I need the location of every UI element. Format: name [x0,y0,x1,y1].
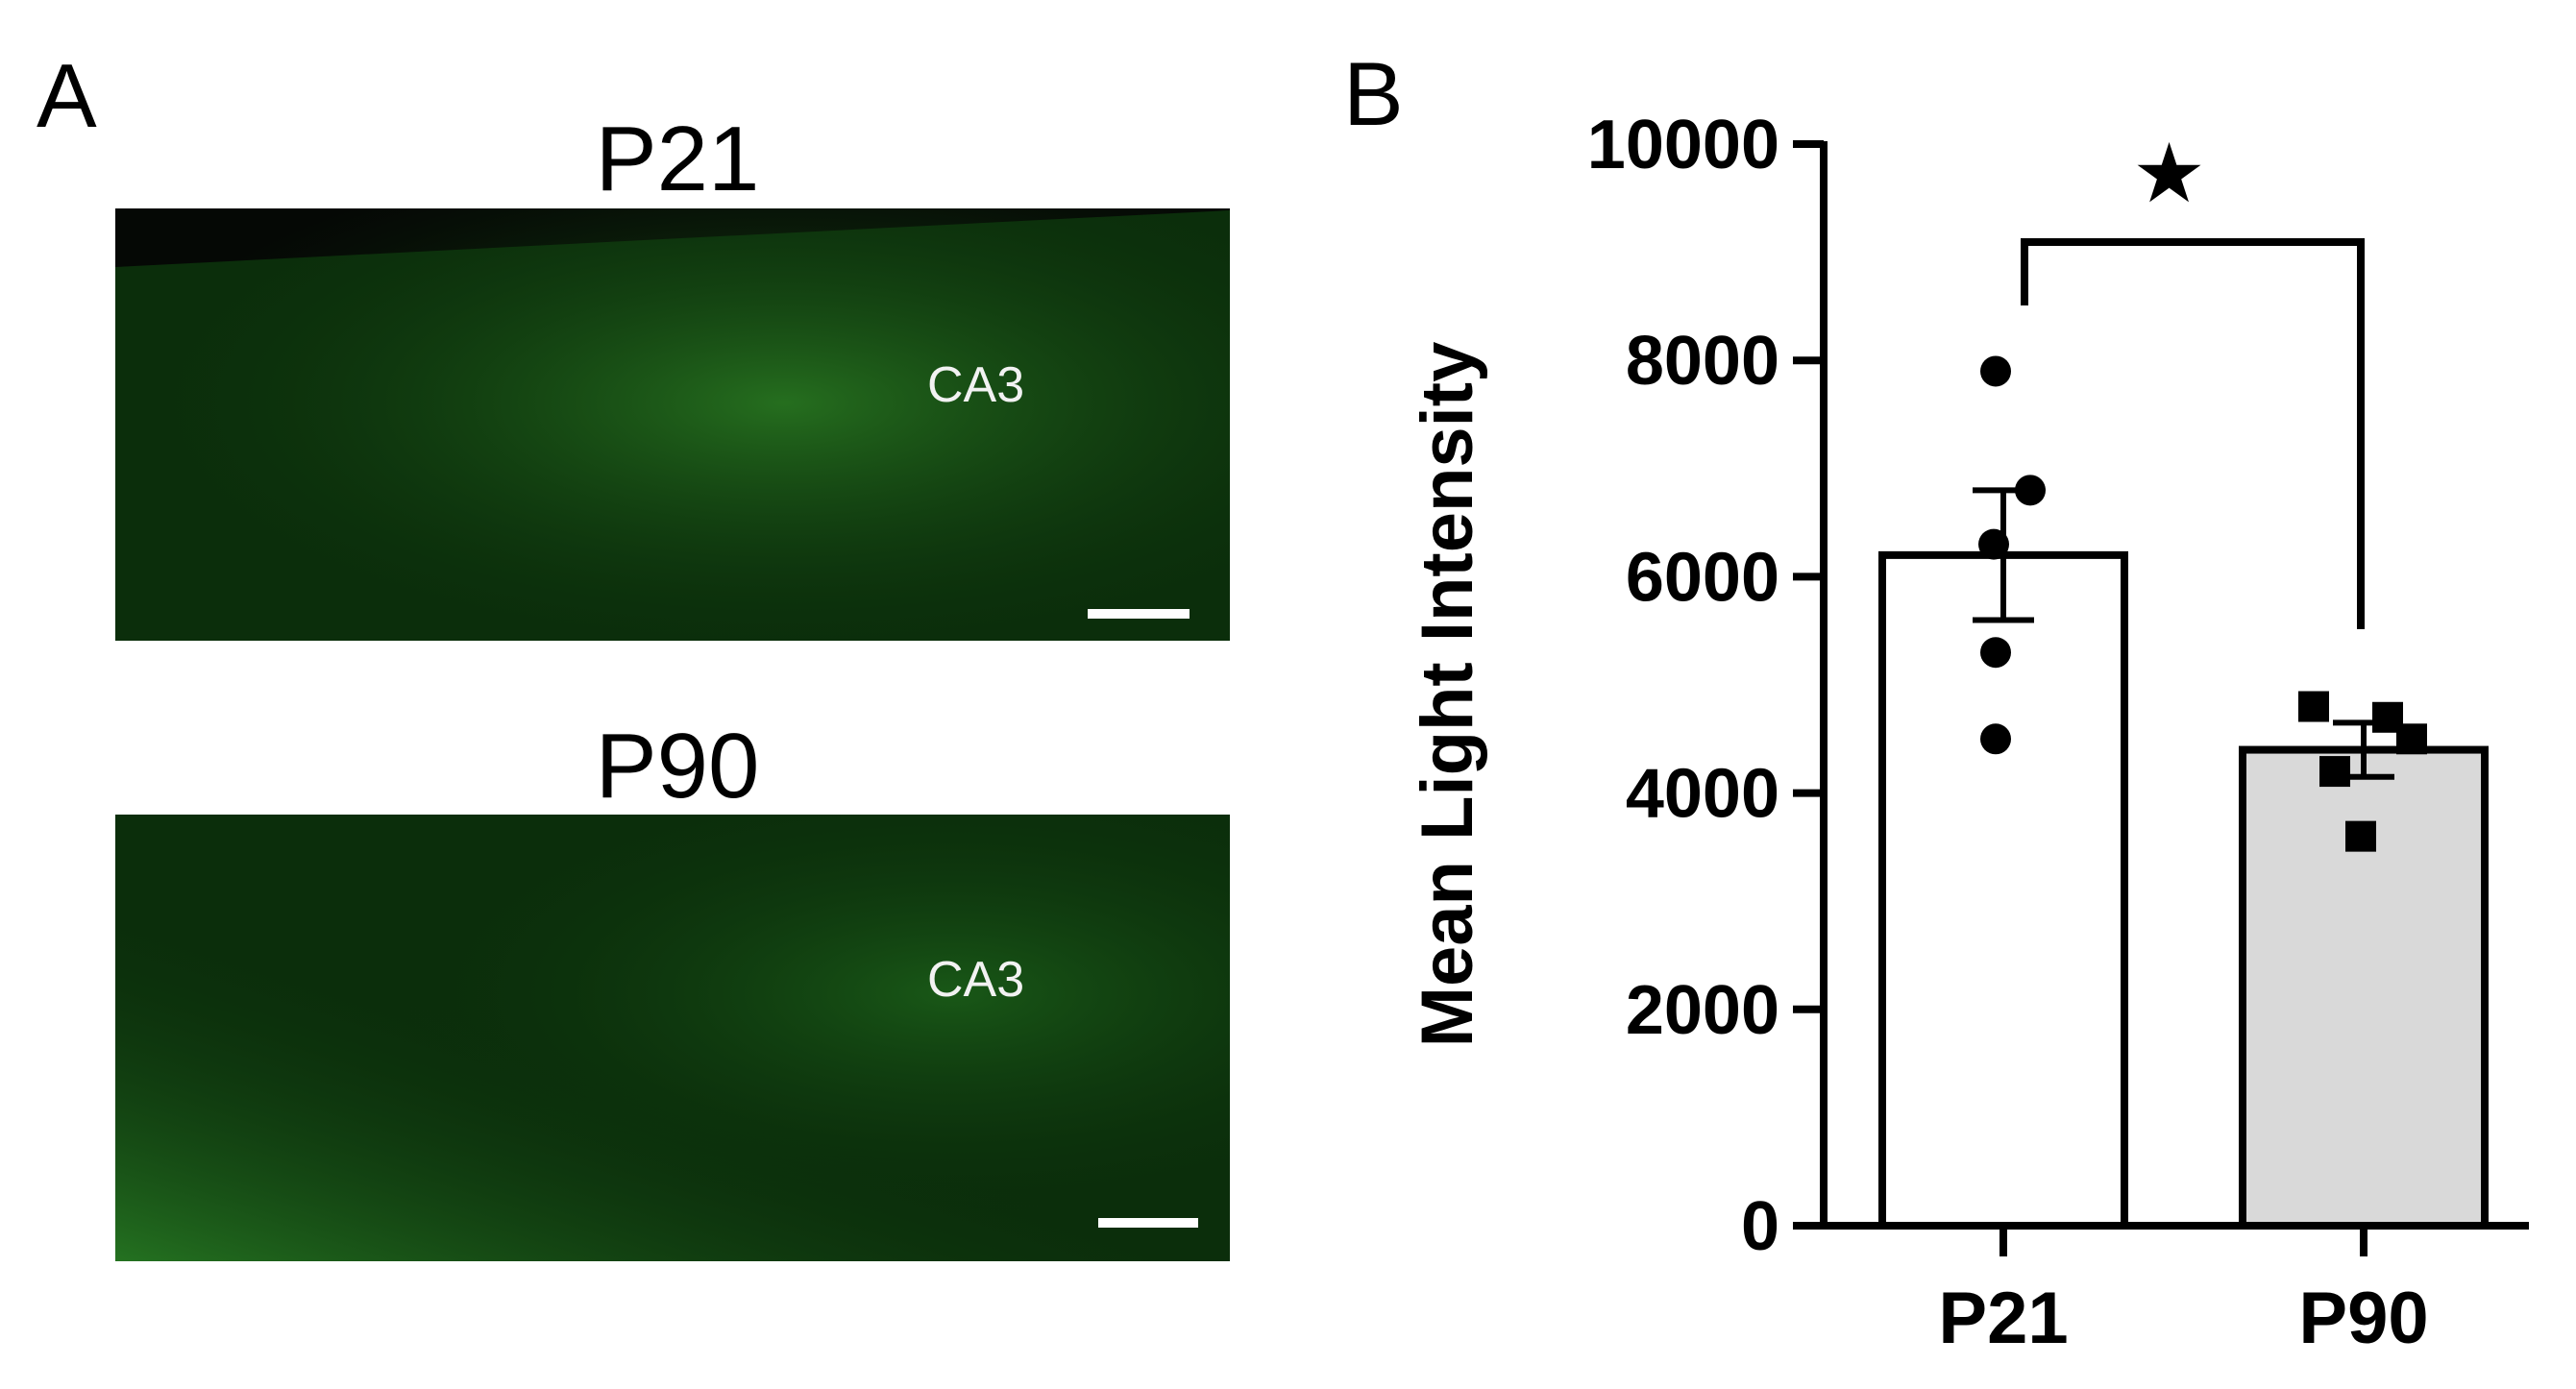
data-point [2319,756,2350,788]
scale-bar-p21 [1088,609,1190,619]
image-title-p90: P90 [596,715,760,817]
x-category-label: P90 [2298,1278,2428,1359]
y-axis-title: Mean Light Intensity [1407,342,1488,1048]
significance-star: ★ [2132,126,2206,222]
y-tick-label: 8000 [1626,323,1779,400]
data-point [1980,355,2011,387]
y-tick-label: 0 [1741,1188,1779,1265]
data-point [1978,528,2009,560]
data-point [2396,723,2427,755]
x-category-label: P21 [1938,1278,2068,1359]
y-tick-label: 2000 [1626,972,1779,1049]
significance-bracket [2021,238,2365,629]
image-title-p21: P21 [596,108,760,210]
y-tick-label: 6000 [1626,539,1779,616]
bar-p21 [1878,550,2128,1230]
data-point [2298,691,2329,722]
scale-bar-p90 [1098,1218,1198,1228]
data-point [2015,475,2046,506]
y-tick-label: 4000 [1626,756,1779,833]
panel-a-letter: A [37,45,97,146]
y-tick-label: 10000 [1587,107,1779,183]
micrograph-p90-edge [115,815,1230,1261]
region-label-p21: CA3 [927,357,1024,413]
data-point [1980,637,2011,669]
micrograph-p21-signal [115,208,1230,641]
bar-chart: 0 2000 4000 6000 8000 10000 Mean Light Intensi… [1407,107,2529,1359]
micrograph-p21: CA3 [115,208,1230,641]
data-point [1980,723,2011,755]
micrograph-p90: CA3 [115,815,1230,1261]
data-point [2345,820,2376,852]
region-label-p90: CA3 [927,952,1024,1008]
panel-b-letter: B [1343,43,1404,144]
